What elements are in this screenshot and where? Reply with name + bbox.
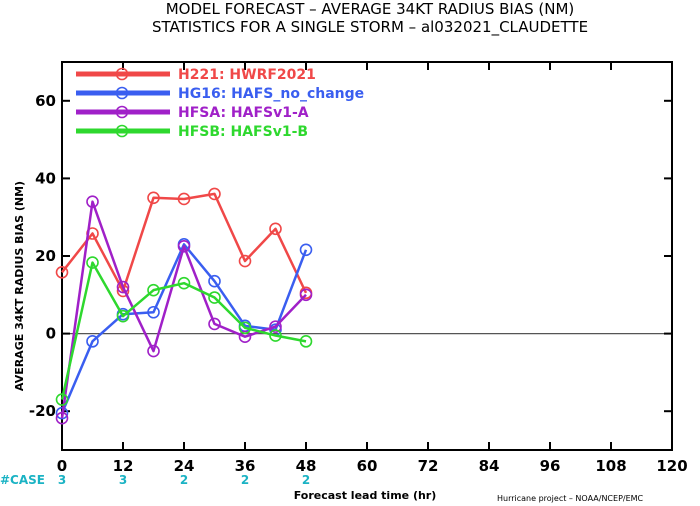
data-point	[55, 393, 69, 406]
data-point	[55, 411, 69, 425]
data-point	[147, 305, 160, 319]
x-tick-label: 84	[479, 457, 500, 475]
legend: H221: HWRF2021 HG16: HAFS_no_change HFSA: …	[76, 67, 364, 140]
series-line	[60, 200, 307, 419]
series-3	[55, 195, 313, 425]
credit-text: Hurricane project – NOAA/NCEP/EMC	[497, 494, 644, 503]
data-point	[299, 335, 313, 348]
series-line	[61, 192, 308, 294]
case-count: 3	[119, 473, 127, 487]
case-count: 2	[302, 473, 310, 487]
y-axis-label: AVERAGE 34KT RADIUS BIAS (NM)	[13, 181, 26, 391]
chart-title: MODEL FORECAST – AVERAGE 34KT RADIUS BIA…	[166, 0, 575, 18]
data-point	[147, 344, 160, 358]
data-point	[55, 265, 69, 279]
data-point	[177, 240, 191, 253]
x-tick-label: 24	[174, 457, 195, 475]
x-tick-label: 72	[418, 457, 439, 475]
data-point	[208, 274, 221, 288]
data-point	[238, 330, 252, 344]
data-point	[299, 243, 313, 257]
y-tick-label: 0	[46, 325, 56, 343]
data-point	[86, 256, 99, 269]
legend-label: H221: HWRF2021	[178, 67, 316, 83]
data-point	[238, 254, 252, 268]
data-point	[116, 309, 130, 323]
series-group	[55, 187, 313, 425]
legend-marker	[115, 86, 129, 100]
data-point	[208, 187, 221, 201]
x-tick-label: 60	[357, 457, 378, 475]
data-point	[299, 288, 313, 302]
plot-frame	[61, 61, 673, 451]
case-count: 3	[58, 473, 66, 487]
y-tick-label: 20	[35, 247, 56, 265]
data-point	[86, 335, 99, 348]
y-tick-label: 40	[35, 169, 56, 187]
case-count: 2	[241, 473, 249, 487]
axes: 0 12 24 36 48 60 72 84 96 108 120 -20 0 20 40 60 3 3 2 2 2	[29, 62, 688, 487]
data-point	[147, 191, 160, 205]
case-count: 2	[180, 473, 188, 487]
series-4	[55, 256, 313, 406]
data-point	[238, 321, 252, 335]
legend-label: HFSB: HAFSv1-B	[178, 124, 308, 140]
data-point	[208, 317, 221, 331]
data-point	[269, 329, 282, 342]
x-tick-label: 120	[656, 457, 687, 475]
chart-subtitle: STATISTICS FOR A SINGLE STORM – al032021…	[152, 18, 588, 37]
y-tick-label: -20	[29, 402, 56, 420]
series-line	[60, 243, 308, 414]
data-point	[269, 320, 282, 333]
x-tick-label: 0	[57, 457, 67, 475]
data-point	[86, 195, 99, 208]
legend-marker	[115, 124, 129, 138]
x-tick-label: 12	[113, 457, 134, 475]
data-point	[147, 283, 160, 297]
data-point	[177, 192, 191, 206]
x-tick-label: 48	[296, 457, 317, 475]
x-tick-label: 36	[235, 457, 256, 475]
legend-marker	[115, 67, 129, 81]
series-line	[60, 261, 307, 400]
plot-area	[61, 61, 673, 451]
x-tick-label: 96	[540, 457, 561, 475]
x-axis-label: Forecast lead time (hr)	[294, 489, 437, 502]
data-point	[116, 280, 130, 294]
data-point	[208, 291, 221, 304]
case-label: #CASE	[0, 473, 45, 487]
legend-label: HG16: HAFS_no_change	[178, 86, 364, 102]
legend-label: HFSA: HAFSv1-A	[178, 105, 309, 121]
data-point	[177, 276, 191, 290]
legend-marker	[115, 105, 129, 119]
data-point	[269, 222, 282, 236]
data-point	[55, 406, 69, 420]
y-tick-label: 60	[35, 92, 56, 110]
x-tick-label: 108	[595, 457, 626, 475]
